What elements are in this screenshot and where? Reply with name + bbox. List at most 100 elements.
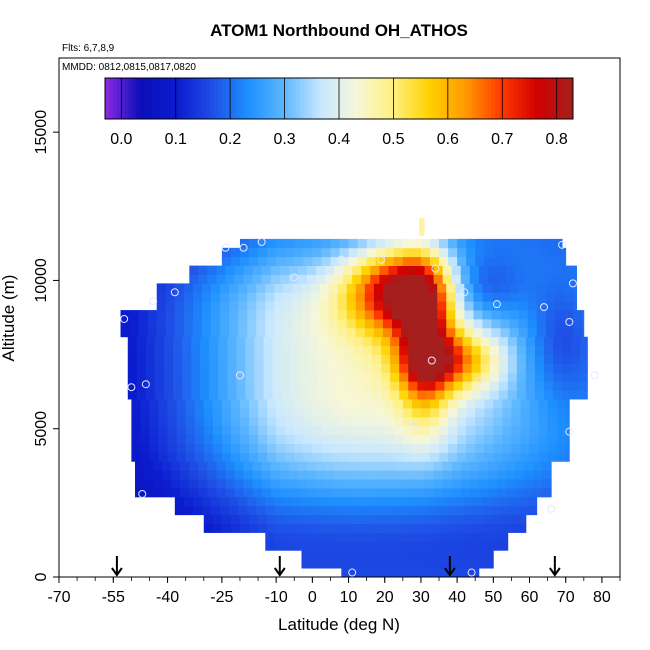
colorbar-segment	[491, 78, 496, 119]
heatmap-cell	[507, 354, 518, 364]
heatmap-cell	[265, 496, 275, 507]
heatmap-cell	[254, 381, 264, 391]
colorbar-segment	[264, 78, 270, 119]
heatmap-cell	[129, 327, 140, 338]
heatmap-cell	[337, 292, 348, 302]
heatmap-cell	[482, 310, 492, 320]
heatmap-cell	[386, 568, 396, 578]
heatmap-cell	[473, 327, 483, 338]
heatmap-cell	[265, 301, 275, 311]
heatmap-cell	[384, 238, 395, 249]
heatmap-cell	[498, 381, 509, 391]
heatmap-cell	[301, 550, 311, 560]
heatmap-cell	[258, 443, 268, 453]
heatmap-cell	[399, 372, 409, 382]
heatmap-cell	[391, 292, 402, 302]
heatmap-cell	[442, 274, 453, 284]
heatmap-cell	[509, 301, 520, 311]
obs-point	[127, 383, 136, 392]
heatmap-cell	[201, 496, 212, 507]
heatmap-cell	[140, 407, 150, 418]
heatmap-cell	[245, 363, 255, 373]
heatmap-cell	[525, 372, 536, 382]
heatmap-cell	[173, 372, 183, 382]
colorbar-segment	[417, 78, 422, 119]
y-tick-label: 15000	[33, 110, 50, 155]
heatmap-cell	[221, 247, 232, 258]
heatmap-cell	[308, 381, 319, 391]
colorbar-segment	[218, 78, 223, 119]
heatmap-cell	[397, 470, 407, 480]
heatmap-cell	[355, 505, 366, 516]
heatmap-cell	[321, 407, 331, 418]
heatmap-cell	[138, 327, 149, 338]
heatmap-cell	[475, 443, 485, 453]
heatmap-cell	[543, 354, 554, 364]
heatmap-cell	[562, 363, 572, 373]
heatmap-cell	[390, 354, 400, 364]
heatmap-cell	[480, 372, 491, 382]
heatmap-cell	[294, 443, 304, 453]
heatmap-cell	[353, 363, 364, 373]
colorbar-segment	[288, 78, 293, 119]
heatmap-cell	[491, 496, 501, 507]
heatmap-cell	[471, 345, 482, 355]
heatmap-cell	[545, 327, 556, 338]
colorbar-segment	[296, 78, 301, 119]
heatmap-cell	[502, 523, 512, 533]
heatmap-cell	[254, 390, 264, 400]
heatmap-cell	[439, 452, 449, 462]
heatmap-cell	[411, 407, 422, 418]
heatmap-cell	[306, 461, 317, 471]
heatmap-cell	[402, 514, 413, 525]
heatmap-cell	[267, 425, 277, 436]
heatmap-cell	[484, 238, 494, 249]
heatmap-cell	[580, 345, 588, 355]
heatmap-cell	[321, 256, 331, 266]
heatmap-cell	[330, 443, 340, 453]
heatmap-cell	[145, 345, 156, 355]
colorbar-segment	[315, 78, 320, 119]
heatmap-cell	[397, 479, 407, 489]
heatmap-cell	[373, 310, 384, 320]
heatmap-cell	[582, 327, 585, 338]
obs-point	[170, 288, 179, 297]
heatmap-cell	[491, 541, 501, 551]
heatmap-cell	[498, 336, 509, 347]
heatmap-cell	[301, 496, 311, 507]
heatmap-cell	[410, 532, 420, 542]
heatmap-cell	[571, 354, 581, 364]
heatmap-cell	[337, 301, 348, 311]
heatmap-cell	[543, 372, 554, 382]
heatmap-cell	[267, 514, 277, 525]
heatmap-cell	[200, 345, 210, 355]
heatmap-cell	[220, 318, 230, 329]
heatmap-cell	[482, 505, 492, 516]
heatmap-cell	[229, 301, 239, 311]
heatmap-cell	[455, 541, 465, 551]
heatmap-cell	[267, 247, 277, 258]
heatmap-cell	[209, 363, 219, 373]
heatmap-cell	[189, 265, 199, 275]
heatmap-cell	[457, 407, 467, 418]
heatmap-cell	[234, 274, 244, 284]
heatmap-cell	[500, 327, 511, 338]
heatmap-cell	[339, 434, 349, 444]
heatmap-cell	[553, 336, 563, 347]
heatmap-cell	[290, 345, 301, 355]
heatmap-cell	[480, 363, 491, 373]
heatmap-cell	[220, 292, 230, 302]
heatmap-cell	[524, 461, 534, 471]
heatmap-cell	[140, 399, 150, 409]
heatmap-cell	[171, 461, 181, 471]
heatmap-cell	[444, 336, 454, 347]
heatmap-cell	[127, 372, 138, 382]
heatmap-cell	[502, 416, 512, 427]
heatmap-cell	[391, 310, 402, 320]
heatmap-cell	[274, 327, 284, 338]
colorbar-segment	[378, 78, 383, 119]
heatmap-cell	[346, 541, 357, 551]
heatmap-cell	[388, 274, 398, 284]
heatmap-cell	[391, 283, 402, 293]
heatmap-cell	[236, 372, 246, 382]
